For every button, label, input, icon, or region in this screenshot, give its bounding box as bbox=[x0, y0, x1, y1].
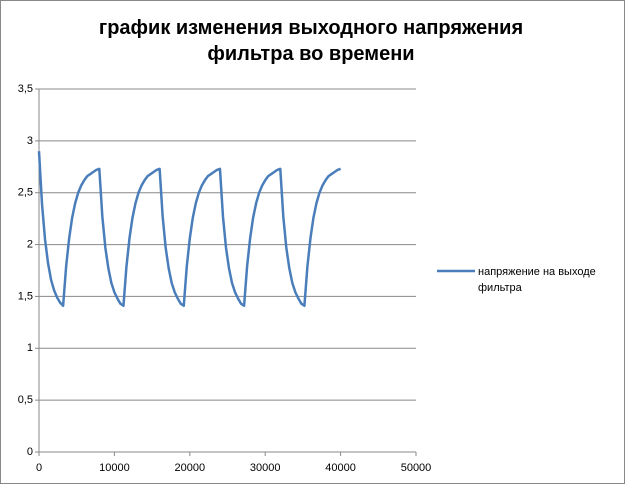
y-tick-label: 2,5 bbox=[18, 187, 33, 199]
line-series bbox=[37, 151, 342, 308]
y-tick-label: 3 bbox=[27, 135, 33, 147]
y-tick-label: 1,5 bbox=[18, 290, 33, 302]
y-tick-label: 1 bbox=[27, 342, 33, 354]
y-tick-label: 0,5 bbox=[18, 394, 33, 406]
x-tick-label: 30000 bbox=[250, 462, 281, 474]
y-tick-label: 0 bbox=[27, 446, 33, 458]
x-tick-label: 20000 bbox=[175, 462, 206, 474]
x-tick-label: 40000 bbox=[325, 462, 356, 474]
chart-title: график изменения выходного напряжения фи… bbox=[98, 17, 524, 65]
x-tick-label: 10000 bbox=[99, 462, 130, 474]
y-tick-label: 2 bbox=[27, 238, 33, 250]
x-tick-label: 0 bbox=[36, 462, 42, 474]
y-tick-label: 3,5 bbox=[18, 83, 33, 95]
x-tick-label: 50000 bbox=[401, 462, 432, 474]
legend-label: напряжение на выходе фильтра bbox=[478, 266, 596, 294]
